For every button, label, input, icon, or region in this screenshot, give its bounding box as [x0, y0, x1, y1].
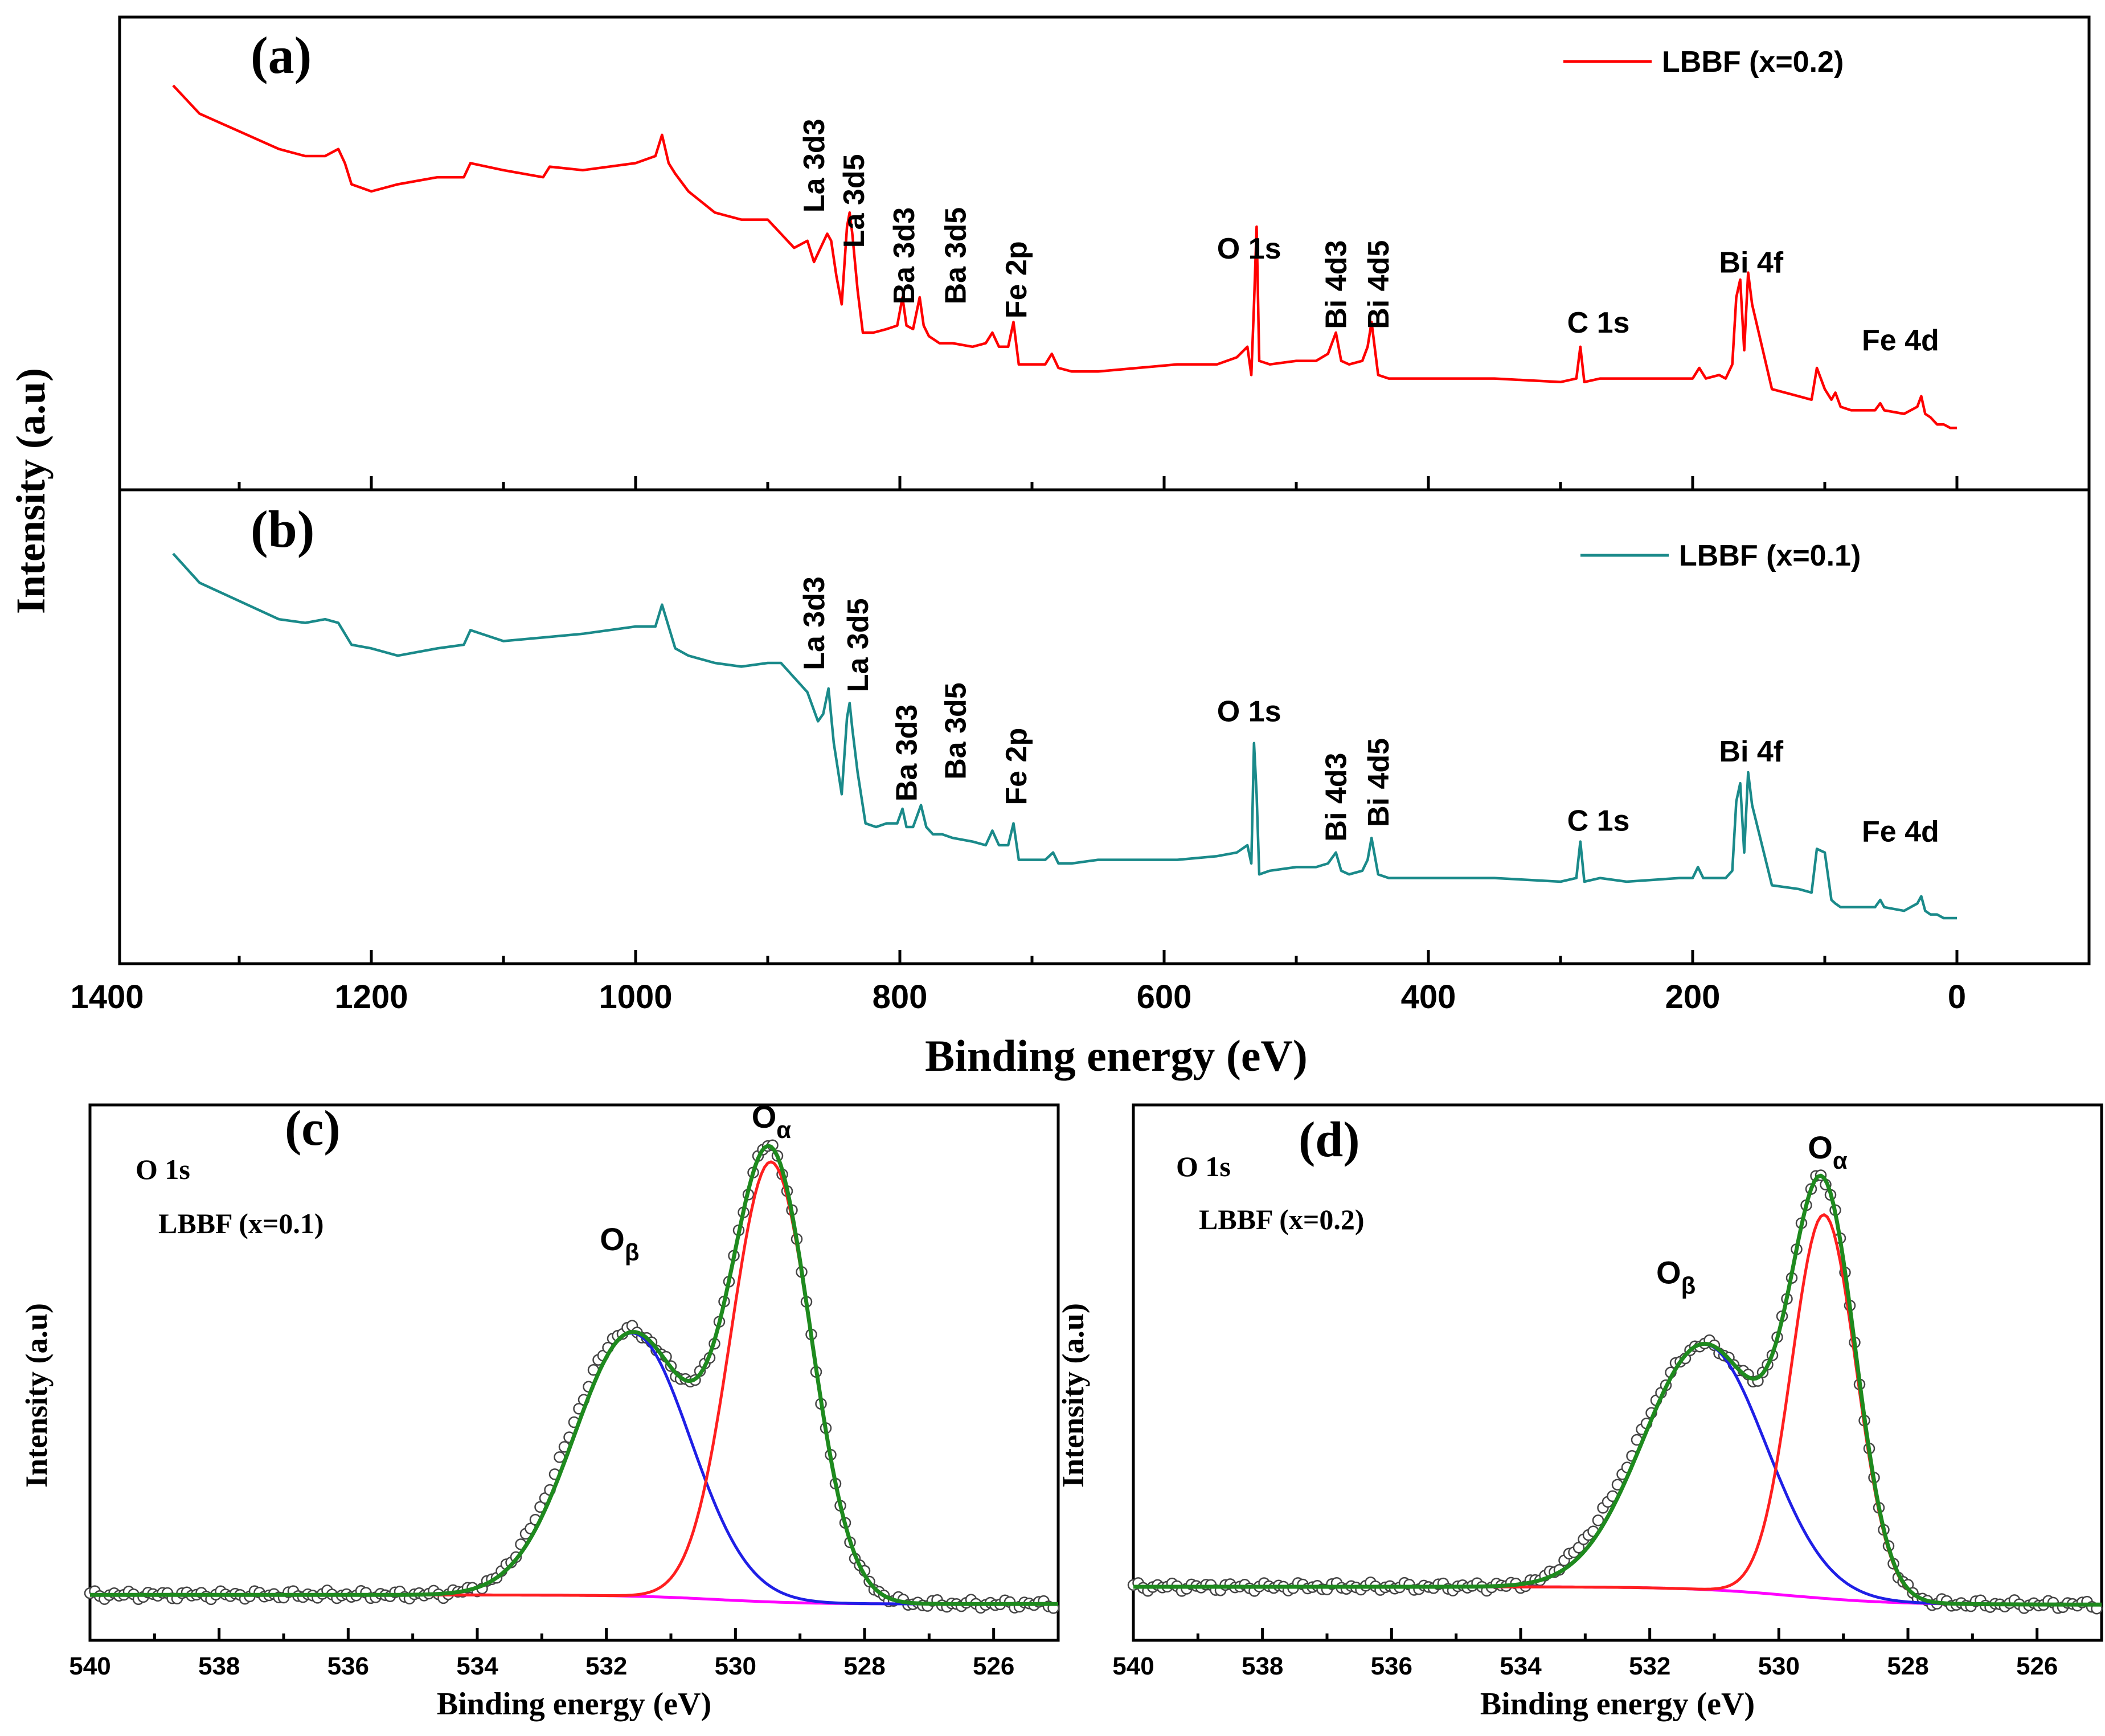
x-axis-label-d: Binding energy (eV) [1480, 1686, 1755, 1722]
peak-label-main: O [1808, 1129, 1833, 1165]
o-alpha-component-d [1133, 1213, 2102, 1606]
x-tick-label-c-534: 534 [456, 1652, 498, 1680]
panel-label-a: (a) [251, 26, 312, 84]
peak-label-d-0: Oβ [1656, 1254, 1696, 1299]
x-tick-label-b-200: 200 [1665, 978, 1721, 1016]
x-tick-label-d-530: 530 [1758, 1652, 1800, 1680]
x-tick-label-b-0: 0 [1948, 978, 1966, 1016]
o-beta-component-c [90, 1332, 1058, 1606]
panel-label-d: (d) [1299, 1112, 1360, 1168]
peak-annotation-a-4: Fe 2p [1000, 241, 1033, 318]
peak-label-main: O [752, 1099, 777, 1135]
peak-annotation-a-2: Ba 3d3 [888, 207, 921, 305]
panel-a-frame [118, 15, 2091, 492]
legend-label-b: LBBF (x=0.1) [1679, 539, 1861, 572]
x-tick-label-c-526: 526 [973, 1652, 1014, 1680]
peak-annotation-b-7: Bi 4d5 [1362, 738, 1395, 827]
x-tick-label-c-540: 540 [69, 1652, 110, 1680]
panel-label-c: (c) [285, 1101, 341, 1156]
peak-annotation-a-9: Bi 4f [1719, 247, 1783, 280]
spectrum-line-b [172, 552, 1957, 920]
spectrum-line-a [172, 84, 1957, 429]
peak-annotation-a-5: O 1s [1217, 232, 1281, 265]
peak-annotation-b-0: La 3d3 [798, 576, 831, 670]
x-tick-label-c-532: 532 [585, 1652, 627, 1680]
x-tick-label-b-1400: 1400 [70, 978, 144, 1016]
peak-label-subscript: α [1833, 1147, 1848, 1174]
x-tick-label-d-538: 538 [1242, 1652, 1283, 1680]
panel-title-line-c-0: O 1s [136, 1153, 190, 1185]
panel-title-line-c-1: LBBF (x=0.1) [158, 1207, 324, 1239]
peak-annotation-a-3: Ba 3d5 [939, 207, 972, 305]
panel-d-frame [1132, 1103, 2103, 1642]
peak-label-d-1: Oα [1808, 1129, 1848, 1174]
peak-label-c-1: Oα [752, 1099, 792, 1143]
peak-label-subscript: β [625, 1239, 640, 1266]
x-tick-label-d-534: 534 [1500, 1652, 1542, 1680]
x-tick-label-c-536: 536 [327, 1652, 369, 1680]
panel-title-line-d-1: LBBF (x=0.2) [1199, 1203, 1365, 1235]
peak-label-c-0: Oβ [600, 1221, 639, 1266]
peak-annotation-b-1: La 3d5 [842, 598, 875, 692]
panel-title-line-d-0: O 1s [1176, 1150, 1231, 1182]
x-tick-label-b-800: 800 [873, 978, 928, 1016]
x-tick-label-d-528: 528 [1887, 1652, 1928, 1680]
panel-b-frame [118, 488, 2091, 965]
x-tick-label-b-1200: 1200 [334, 978, 408, 1016]
x-tick-label-c-530: 530 [715, 1652, 756, 1680]
x-tick-label-b-600: 600 [1137, 978, 1192, 1016]
peak-label-main: O [1656, 1254, 1681, 1290]
x-tick-label-d-536: 536 [1371, 1652, 1412, 1680]
x-axis-label-c: Binding energy (eV) [437, 1686, 711, 1722]
peak-annotation-a-8: C 1s [1567, 306, 1630, 339]
peak-annotation-b-3: Ba 3d5 [939, 682, 972, 780]
peak-annotation-a-10: Fe 4d [1862, 324, 1939, 357]
x-tick-label-c-528: 528 [843, 1652, 885, 1680]
survey-y-axis-label: Intensity (a.u) [8, 368, 54, 614]
peak-label-subscript: α [776, 1116, 791, 1143]
experimental-point [1592, 1514, 1604, 1526]
peak-annotation-a-1: La 3d5 [838, 154, 871, 248]
legend-label-a: LBBF (x=0.2) [1662, 46, 1844, 79]
peak-annotation-a-0: La 3d3 [798, 118, 831, 212]
panel-label-b: (b) [251, 500, 314, 558]
peak-annotation-b-6: Bi 4d3 [1320, 753, 1353, 842]
x-tick-label-b-1000: 1000 [599, 978, 672, 1016]
peak-label-main: O [600, 1221, 625, 1257]
peak-annotation-b-2: Ba 3d3 [891, 705, 924, 802]
peak-annotation-a-6: Bi 4d3 [1320, 240, 1353, 329]
fit-envelope-d [1133, 1173, 2102, 1607]
y-axis-label-c: Intensity (a.u) [19, 1303, 54, 1488]
x-tick-label-d-526: 526 [2016, 1652, 2058, 1680]
peak-annotation-b-4: Fe 2p [1000, 728, 1033, 805]
experimental-points-d [1127, 1169, 2103, 1615]
x-tick-label-d-540: 540 [1112, 1652, 1154, 1680]
x-tick-label-d-532: 532 [1629, 1652, 1670, 1680]
x-tick-label-b-400: 400 [1401, 978, 1456, 1016]
peak-label-subscript: β [1681, 1272, 1696, 1299]
y-axis-label-d: Intensity (a.u) [1056, 1303, 1090, 1488]
peak-annotation-b-8: C 1s [1567, 804, 1630, 837]
peak-annotation-a-7: Bi 4d5 [1362, 240, 1395, 329]
fit-envelope-c [90, 1144, 1058, 1606]
peak-annotation-b-5: O 1s [1217, 695, 1281, 728]
peak-annotation-b-10: Fe 4d [1862, 816, 1939, 849]
survey-x-axis-label: Binding energy (eV) [925, 1031, 1308, 1080]
peak-annotation-b-9: Bi 4f [1719, 735, 1783, 768]
panel-c-frame [88, 1103, 1060, 1642]
x-tick-label-c-538: 538 [198, 1652, 240, 1680]
